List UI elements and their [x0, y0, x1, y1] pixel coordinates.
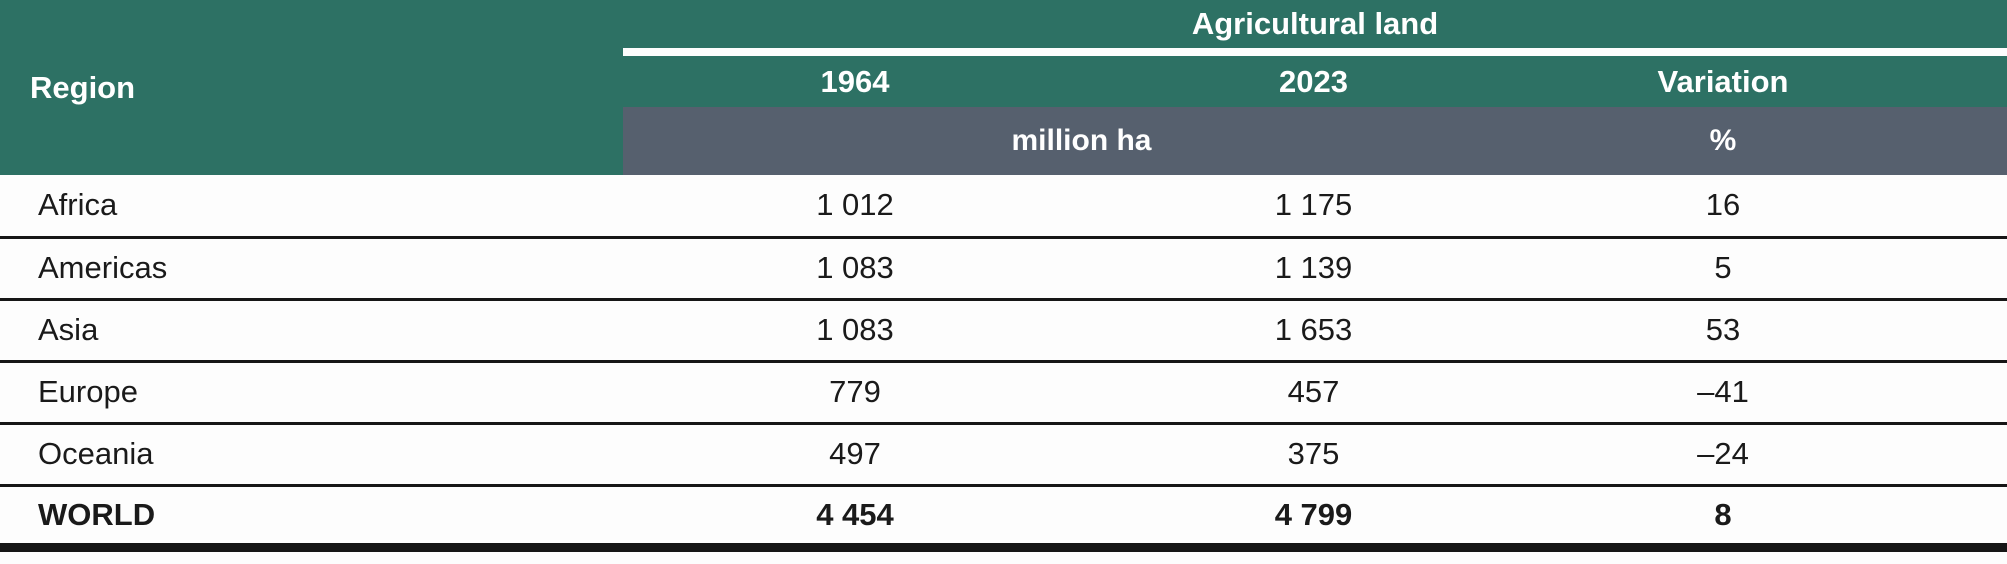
value-1964-cell: 4 454 — [623, 483, 1087, 547]
region-name-cell: Africa — [0, 175, 623, 237]
value-2023-cell: 457 — [1087, 359, 1540, 423]
value-2023-cell: 1 139 — [1087, 235, 1540, 299]
table-row: Europe 779 457 –41 — [0, 359, 2007, 423]
unit-header-million-ha: million ha — [623, 107, 1540, 175]
region-name-cell: WORLD — [0, 483, 623, 547]
agricultural-land-table: Region Agricultural land 1964 2023 Varia… — [0, 0, 2007, 552]
value-1964-cell: 1 012 — [623, 175, 1087, 237]
variation-value-cell: 53 — [1540, 297, 2007, 361]
value-1964-cell: 1 083 — [623, 297, 1087, 361]
table-row: Africa 1 012 1 175 16 — [0, 175, 2007, 237]
header-row-group: Region Agricultural land — [0, 0, 2007, 175]
value-2023-cell: 1 653 — [1087, 297, 1540, 361]
value-2023-cell: 375 — [1087, 421, 1540, 485]
region-column-header: Region — [0, 0, 623, 175]
column-header-variation: Variation — [1540, 52, 2007, 107]
region-name-cell: Americas — [0, 235, 623, 299]
table-body: Africa 1 012 1 175 16 Americas 1 083 1 1… — [0, 175, 2007, 547]
variation-value-cell: –24 — [1540, 421, 2007, 485]
variation-value-cell: 16 — [1540, 175, 2007, 237]
header-row-years: 1964 2023 Variation — [0, 52, 2007, 107]
value-1964-cell: 779 — [623, 359, 1087, 423]
region-name-cell: Europe — [0, 359, 623, 423]
variation-value-cell: 5 — [1540, 235, 2007, 299]
value-2023-cell: 1 175 — [1087, 175, 1540, 237]
variation-value-cell: 8 — [1540, 483, 2007, 547]
table-row-world-total: WORLD 4 454 4 799 8 — [0, 483, 2007, 547]
table-header: Region Agricultural land 1964 2023 Varia… — [0, 0, 2007, 175]
region-name-cell: Oceania — [0, 421, 623, 485]
value-1964-cell: 1 083 — [623, 235, 1087, 299]
column-header-1964: 1964 — [623, 52, 1087, 107]
table-row: Asia 1 083 1 653 53 — [0, 297, 2007, 361]
unit-header-percent: % — [1540, 107, 2007, 175]
table-row: Americas 1 083 1 139 5 — [0, 235, 2007, 299]
variation-value-cell: –41 — [1540, 359, 2007, 423]
group-header-agricultural-land: Agricultural land — [623, 0, 2007, 56]
value-2023-cell: 4 799 — [1087, 483, 1540, 547]
value-1964-cell: 497 — [623, 421, 1087, 485]
region-name-cell: Asia — [0, 297, 623, 361]
header-row-units: million ha % — [0, 107, 2007, 175]
table-row: Oceania 497 375 –24 — [0, 421, 2007, 485]
column-header-2023: 2023 — [1087, 52, 1540, 107]
